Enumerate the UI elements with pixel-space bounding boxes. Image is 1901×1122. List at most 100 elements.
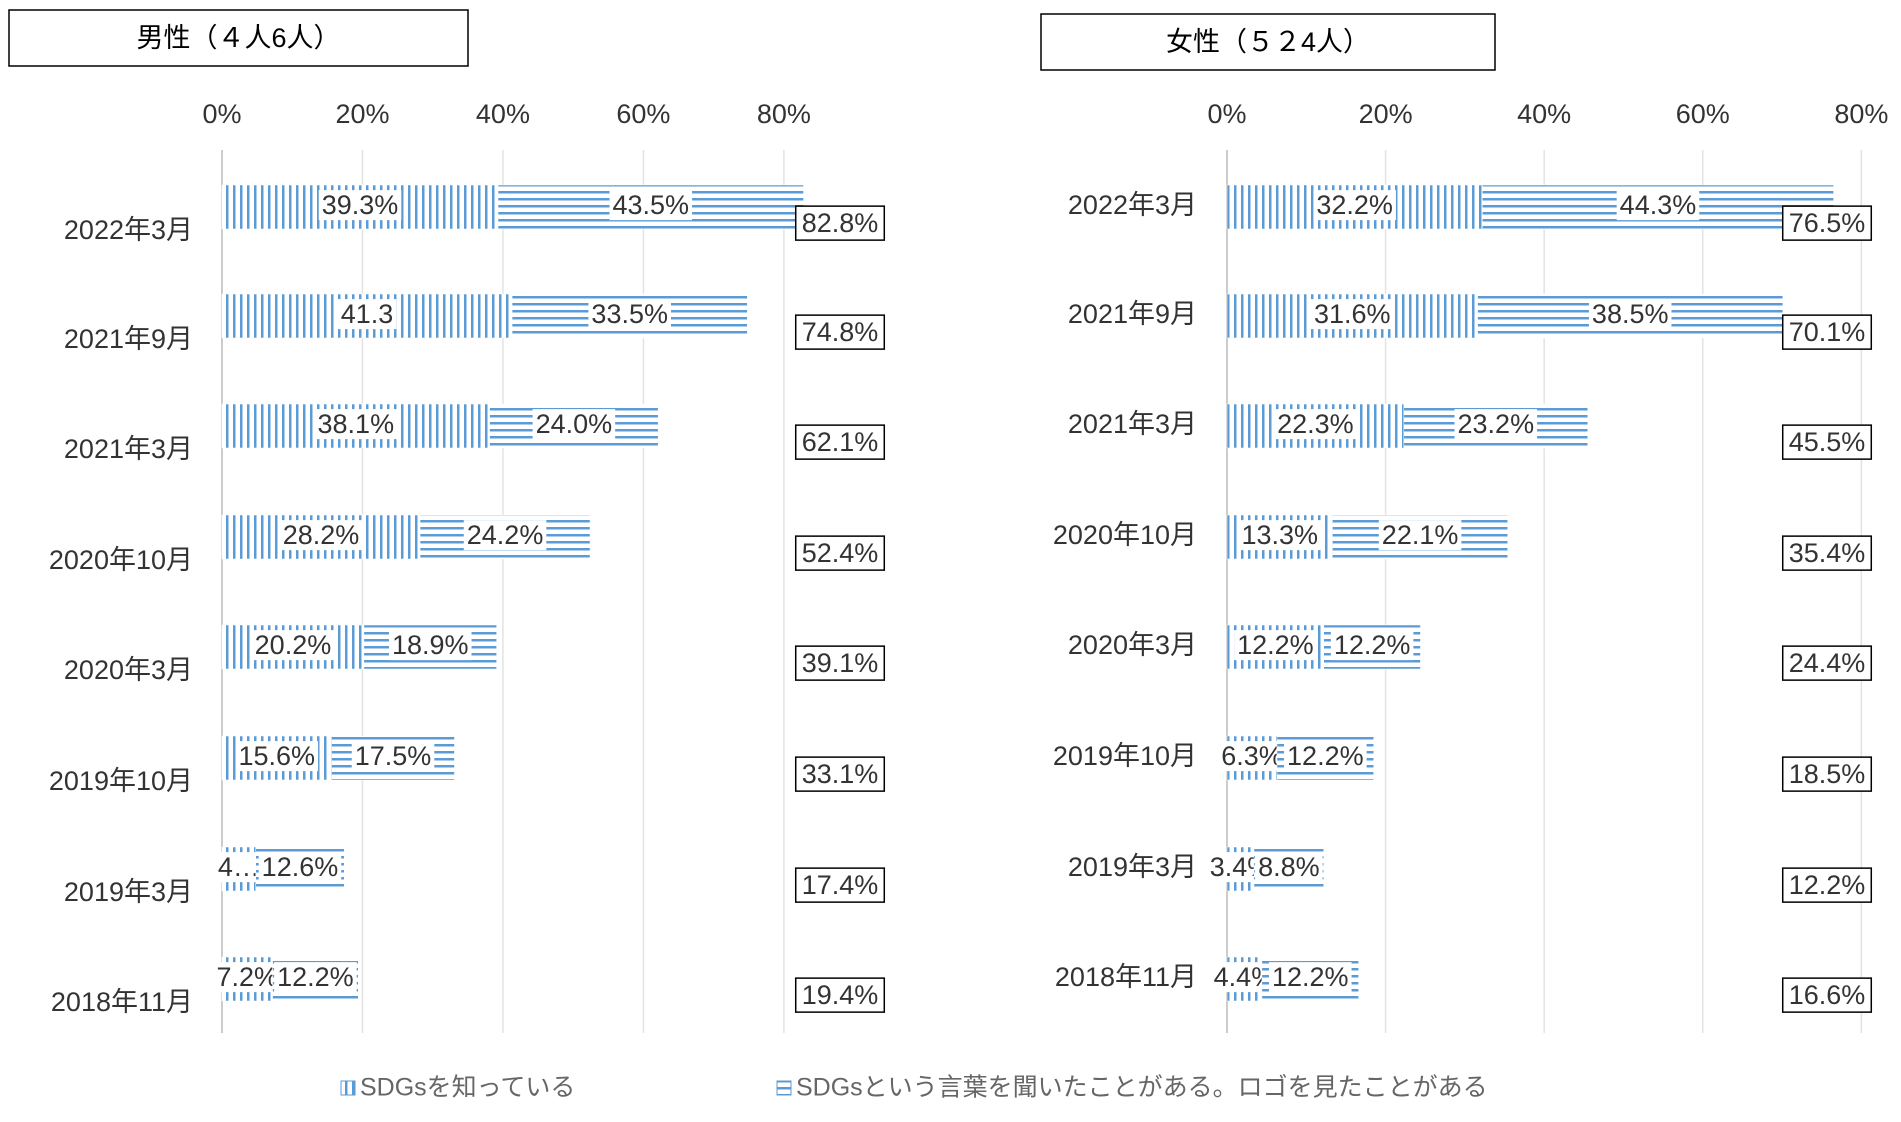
value-label-bg <box>1311 299 1394 330</box>
value-label: 41.3 <box>341 299 394 329</box>
x-tick-label: 60% <box>1676 99 1730 129</box>
x-tick-label: 20% <box>335 99 389 129</box>
value-label: 38.5% <box>1592 299 1669 329</box>
total-box <box>794 867 886 903</box>
value-label-bg <box>1255 852 1323 883</box>
value-label: 13.3% <box>1241 520 1318 550</box>
value-label: 24.0% <box>536 409 613 439</box>
total-label: 19.4% <box>802 980 879 1010</box>
total-label: 33.1% <box>802 759 879 789</box>
total-box <box>794 645 886 681</box>
value-label-bg <box>1454 409 1538 440</box>
value-label: 39.3% <box>322 190 399 220</box>
value-label: 24.2% <box>467 520 544 550</box>
y-tick-label: 2019年10月 <box>1053 741 1197 771</box>
y-tick-label: 2018年11月 <box>1055 962 1197 992</box>
total-box <box>794 205 886 241</box>
value-label: 31.6% <box>1314 299 1391 329</box>
value-label-bg <box>351 741 435 772</box>
total-label: 35.4% <box>1789 538 1866 568</box>
value-label: 22.3% <box>1277 409 1354 439</box>
total-box <box>1781 645 1873 681</box>
total-box <box>794 977 886 1013</box>
total-label: 12.2% <box>1789 870 1866 900</box>
total-label: 24.4% <box>1789 648 1866 678</box>
value-label: 28.2% <box>283 520 360 550</box>
legend-label: SDGsという言葉を聞いたことがある。ロゴを見たことがある <box>796 1074 1488 1102</box>
value-label: 17.5% <box>355 741 432 771</box>
value-label-bg <box>213 962 282 993</box>
y-tick-label: 2022年3月 <box>64 215 193 245</box>
value-label: 4… <box>218 852 260 882</box>
y-tick-label: 2018年11月 <box>51 987 193 1017</box>
value-label-bg <box>251 630 335 661</box>
value-label: 43.5% <box>613 190 690 220</box>
total-label: 82.8% <box>802 208 879 238</box>
total-label: 45.5% <box>1789 427 1866 457</box>
value-label: 22.1% <box>1382 520 1459 550</box>
y-tick-label: 2020年10月 <box>1053 520 1197 550</box>
y-tick-label: 2020年10月 <box>49 545 193 575</box>
total-label: 17.4% <box>802 870 879 900</box>
total-box <box>1781 756 1873 792</box>
value-label: 8.8% <box>1258 852 1320 882</box>
value-label-bg <box>1313 190 1396 221</box>
total-box <box>794 756 886 792</box>
total-label: 62.1% <box>802 427 879 457</box>
value-label: 12.2% <box>1287 741 1364 771</box>
total-box <box>1781 424 1873 460</box>
y-tick-label: 2020年3月 <box>64 655 193 685</box>
y-tick-label: 2019年3月 <box>64 877 193 907</box>
value-label: 12.2% <box>277 962 354 992</box>
total-label: 39.1% <box>802 648 879 678</box>
total-label: 70.1% <box>1789 317 1866 347</box>
x-tick-label: 80% <box>1834 99 1888 129</box>
y-tick-label: 2021年3月 <box>1068 409 1197 439</box>
value-label: 12.2% <box>1272 962 1349 992</box>
value-label: 32.2% <box>1316 190 1393 220</box>
value-label-bg <box>1330 630 1414 661</box>
value-label: 44.3% <box>1620 190 1697 220</box>
value-label-bg <box>235 741 319 772</box>
value-label-bg <box>1616 190 1700 221</box>
y-tick-label: 2021年9月 <box>1068 299 1197 329</box>
y-tick-label: 2021年9月 <box>64 324 193 354</box>
value-label-bg <box>1268 962 1352 993</box>
title-box <box>8 9 469 67</box>
total-box <box>1781 867 1873 903</box>
value-label: 15.6% <box>239 741 316 771</box>
value-label-bg <box>463 520 547 551</box>
x-tick-label: 40% <box>1517 99 1571 129</box>
value-label: 12.2% <box>1334 630 1411 660</box>
total-box <box>1781 205 1873 241</box>
value-label-bg <box>214 852 263 883</box>
value-label-bg <box>1218 741 1286 772</box>
total-box <box>1781 535 1873 571</box>
value-label: 23.2% <box>1458 409 1535 439</box>
value-label: 12.2% <box>1237 630 1314 660</box>
x-tick-label: 80% <box>757 99 811 129</box>
value-label-bg <box>1238 520 1322 551</box>
value-label-bg <box>318 190 402 221</box>
value-label: 18.9% <box>392 630 469 660</box>
y-tick-label: 2019年10月 <box>49 766 193 796</box>
value-label: 33.5% <box>591 299 668 329</box>
x-tick-label: 60% <box>616 99 670 129</box>
total-box <box>1781 977 1873 1013</box>
value-label-bg <box>337 299 397 330</box>
title-box <box>1040 13 1496 71</box>
value-label: 38.1% <box>318 409 395 439</box>
value-label-bg <box>588 299 671 330</box>
value-label-bg <box>1284 741 1367 772</box>
value-label: 7.2% <box>217 962 279 992</box>
total-label: 52.4% <box>802 538 879 568</box>
chart-title: 男性（４人6人） <box>136 23 340 53</box>
value-label: 12.6% <box>262 852 339 882</box>
total-box <box>794 314 886 350</box>
chart-title: 女性（５２4人） <box>1166 27 1370 57</box>
total-label: 76.5% <box>1789 208 1866 238</box>
value-label-bg <box>388 630 472 661</box>
legend-label: SDGsを知っている <box>360 1074 575 1102</box>
legend-swatch <box>776 1080 792 1096</box>
